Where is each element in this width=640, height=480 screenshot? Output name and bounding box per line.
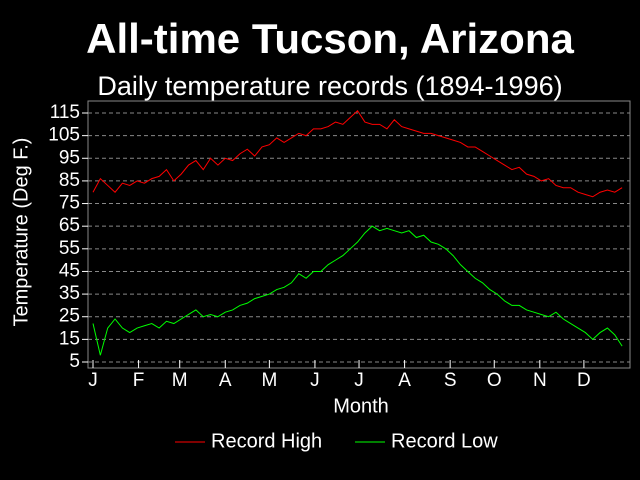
y-tick-label: 45 <box>59 260 80 281</box>
legend-label: Record Low <box>391 430 498 452</box>
y-axis-label: Temperature (Deg F.) <box>10 138 32 327</box>
chart-title: All-time Tucson, Arizona <box>86 15 574 62</box>
x-tick-label: D <box>577 370 591 391</box>
x-tick-label: A <box>219 370 232 391</box>
x-tick-label: J <box>310 370 320 391</box>
x-tick-label: F <box>133 370 145 391</box>
x-tick-label: S <box>444 370 457 391</box>
data-line <box>92 109 623 198</box>
legend-label: Record High <box>211 430 322 452</box>
chart-subtitle: Daily temperature records (1894-1996) <box>97 71 562 101</box>
y-tick-label: 25 <box>59 306 80 327</box>
x-tick-label: M <box>172 370 188 391</box>
x-tick-label: N <box>533 370 547 391</box>
y-tick-label: 105 <box>48 125 80 146</box>
y-tick-label: 55 <box>59 238 80 259</box>
x-tick-label: J <box>354 370 364 391</box>
y-tick-label: 75 <box>59 193 80 214</box>
y-tick-label: 95 <box>59 147 80 168</box>
data-line <box>92 225 623 356</box>
plot-frame <box>87 100 631 369</box>
y-tick-label: 65 <box>59 215 80 236</box>
y-tick-label: 115 <box>50 102 80 123</box>
y-tick-label: 15 <box>59 328 80 349</box>
x-tick-label: A <box>398 370 411 391</box>
y-tick-label: 85 <box>59 170 80 191</box>
x-axis-label: Month <box>333 395 389 417</box>
x-tick-label: M <box>261 370 277 391</box>
y-tick-label: 5 <box>69 351 80 372</box>
x-tick-label: J <box>88 370 98 391</box>
x-tick-label: O <box>487 370 502 391</box>
y-tick-label: 35 <box>59 283 80 304</box>
